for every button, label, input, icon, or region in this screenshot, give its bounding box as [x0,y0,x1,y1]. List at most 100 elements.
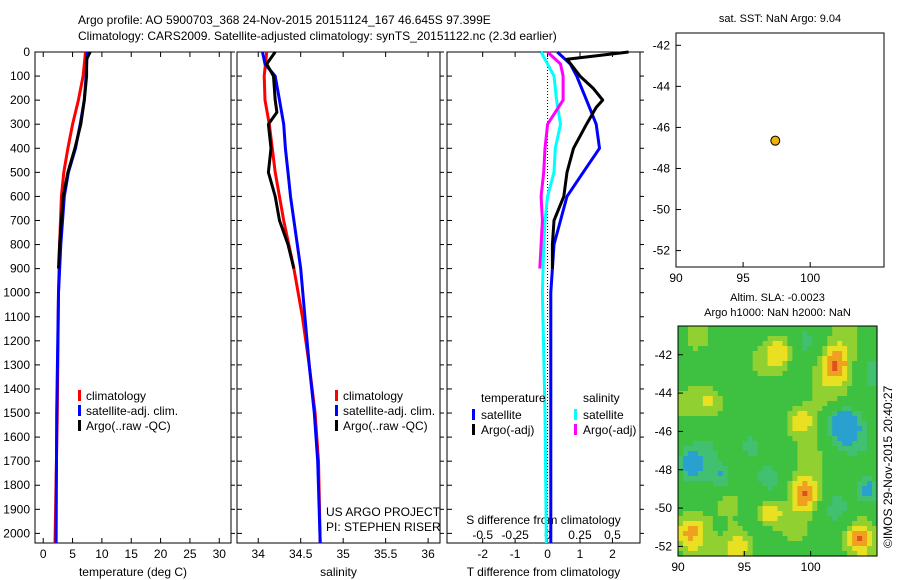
heatmap-cell [862,501,868,507]
heatmap-cell [707,376,714,382]
depth-tick-label: 700 [10,213,30,227]
heatmap-cell [817,546,823,552]
heatmap-cell [817,361,823,367]
heatmap-cell [872,506,878,512]
heatmap-cell [862,431,868,437]
heatmap-cell [807,451,813,457]
legend-label: Argo(..raw -QC) [86,419,171,433]
heatmap-cell [817,506,823,512]
heatmap-cell [842,531,848,537]
heatmap-cell [692,396,699,402]
heatmap-cell [797,446,803,452]
heatmap-cell [842,546,848,552]
heatmap-cell [727,386,734,392]
heatmap-cell [722,391,729,397]
heatmap-cell [862,401,868,407]
heatmap-cell [772,401,779,407]
heatmap-cell [762,351,769,357]
heatmap-cell [742,441,749,447]
heatmap-cell [822,501,828,507]
heatmap-cell [722,531,729,537]
heatmap-cell [847,446,853,452]
heatmap-cell [732,471,739,477]
heatmap-cell [807,441,813,447]
heatmap-cell [678,351,684,357]
heatmap-cell [727,551,734,557]
heatmap-cell [707,541,714,547]
heatmap-cell [857,446,863,452]
heatmap-cell [678,396,684,402]
heatmap-cell [747,511,754,517]
heatmap-cell [717,476,724,482]
heatmap-cell [752,481,759,487]
heatmap-cell [767,381,774,387]
heatmap-cell [737,426,744,432]
heatmap-cell [682,356,689,362]
heatmap-cell [862,551,868,557]
heatmap-cell [747,406,754,412]
lat-tick-label: -44 [655,386,673,400]
heatmap-cell [678,511,684,517]
heatmap-cell [737,356,744,362]
heatmap-cell [747,441,754,447]
heatmap-cell [807,431,813,437]
heatmap-cell [717,376,724,382]
heatmap-cell [762,486,769,492]
heatmap-cell [697,446,704,452]
heatmap-cell [722,511,729,517]
heatmap-cell [872,331,878,337]
heatmap-cell [852,486,858,492]
legend-swatch [472,424,475,435]
heatmap-cell [847,481,853,487]
heatmap-cell [682,466,689,472]
heatmap-cell [702,441,709,447]
heatmap-cell [787,476,794,482]
heatmap-cell [687,356,694,362]
heatmap-cell [762,526,769,532]
heatmap-cell [772,406,779,412]
heatmap-cell [857,536,863,542]
heatmap-cell [837,501,843,507]
heatmap-cell [807,511,813,517]
heatmap-cell [797,441,803,447]
heatmap-cell [817,381,823,387]
heatmap-cell [852,391,858,397]
heatmap-cell [837,451,843,457]
lon-tick-label: 90 [671,560,685,574]
heatmap-cell [787,491,794,497]
depth-tick-label: 1900 [3,502,30,516]
heatmap-cell [862,416,868,422]
heatmap-cell [757,331,764,337]
heatmap-cell [797,536,803,542]
heatmap-cell [678,381,684,387]
heatmap-cell [712,406,719,412]
lat-tick-label: -46 [655,424,673,438]
heatmap-cell [847,501,853,507]
depth-tick-label: 800 [10,238,30,252]
heatmap-cell [678,421,684,427]
heatmap-cell [702,536,709,542]
heatmap-cell [712,346,719,352]
heatmap-cell [752,421,759,427]
heatmap-cell [792,491,798,497]
heatmap-cell [772,501,779,507]
heatmap-cell [757,381,764,387]
heatmap-cell [787,506,794,512]
heatmap-cell [782,371,789,377]
heatmap-cell [837,521,843,527]
heatmap-cell [857,346,863,352]
heatmap-cell [852,526,858,532]
heatmap-cell [692,441,699,447]
heatmap-cell [678,471,684,477]
heatmap-cell [727,461,734,467]
heatmap-cell [702,501,709,507]
heatmap-cell [827,501,833,507]
heatmap-cell [712,386,719,392]
legend-swatch [574,409,577,420]
heatmap-cell [812,551,818,557]
heatmap-cell [737,536,744,542]
heatmap-cell [678,481,684,487]
heatmap-cell [747,431,754,437]
heatmap-cell [807,506,813,512]
heatmap-cell [742,451,749,457]
